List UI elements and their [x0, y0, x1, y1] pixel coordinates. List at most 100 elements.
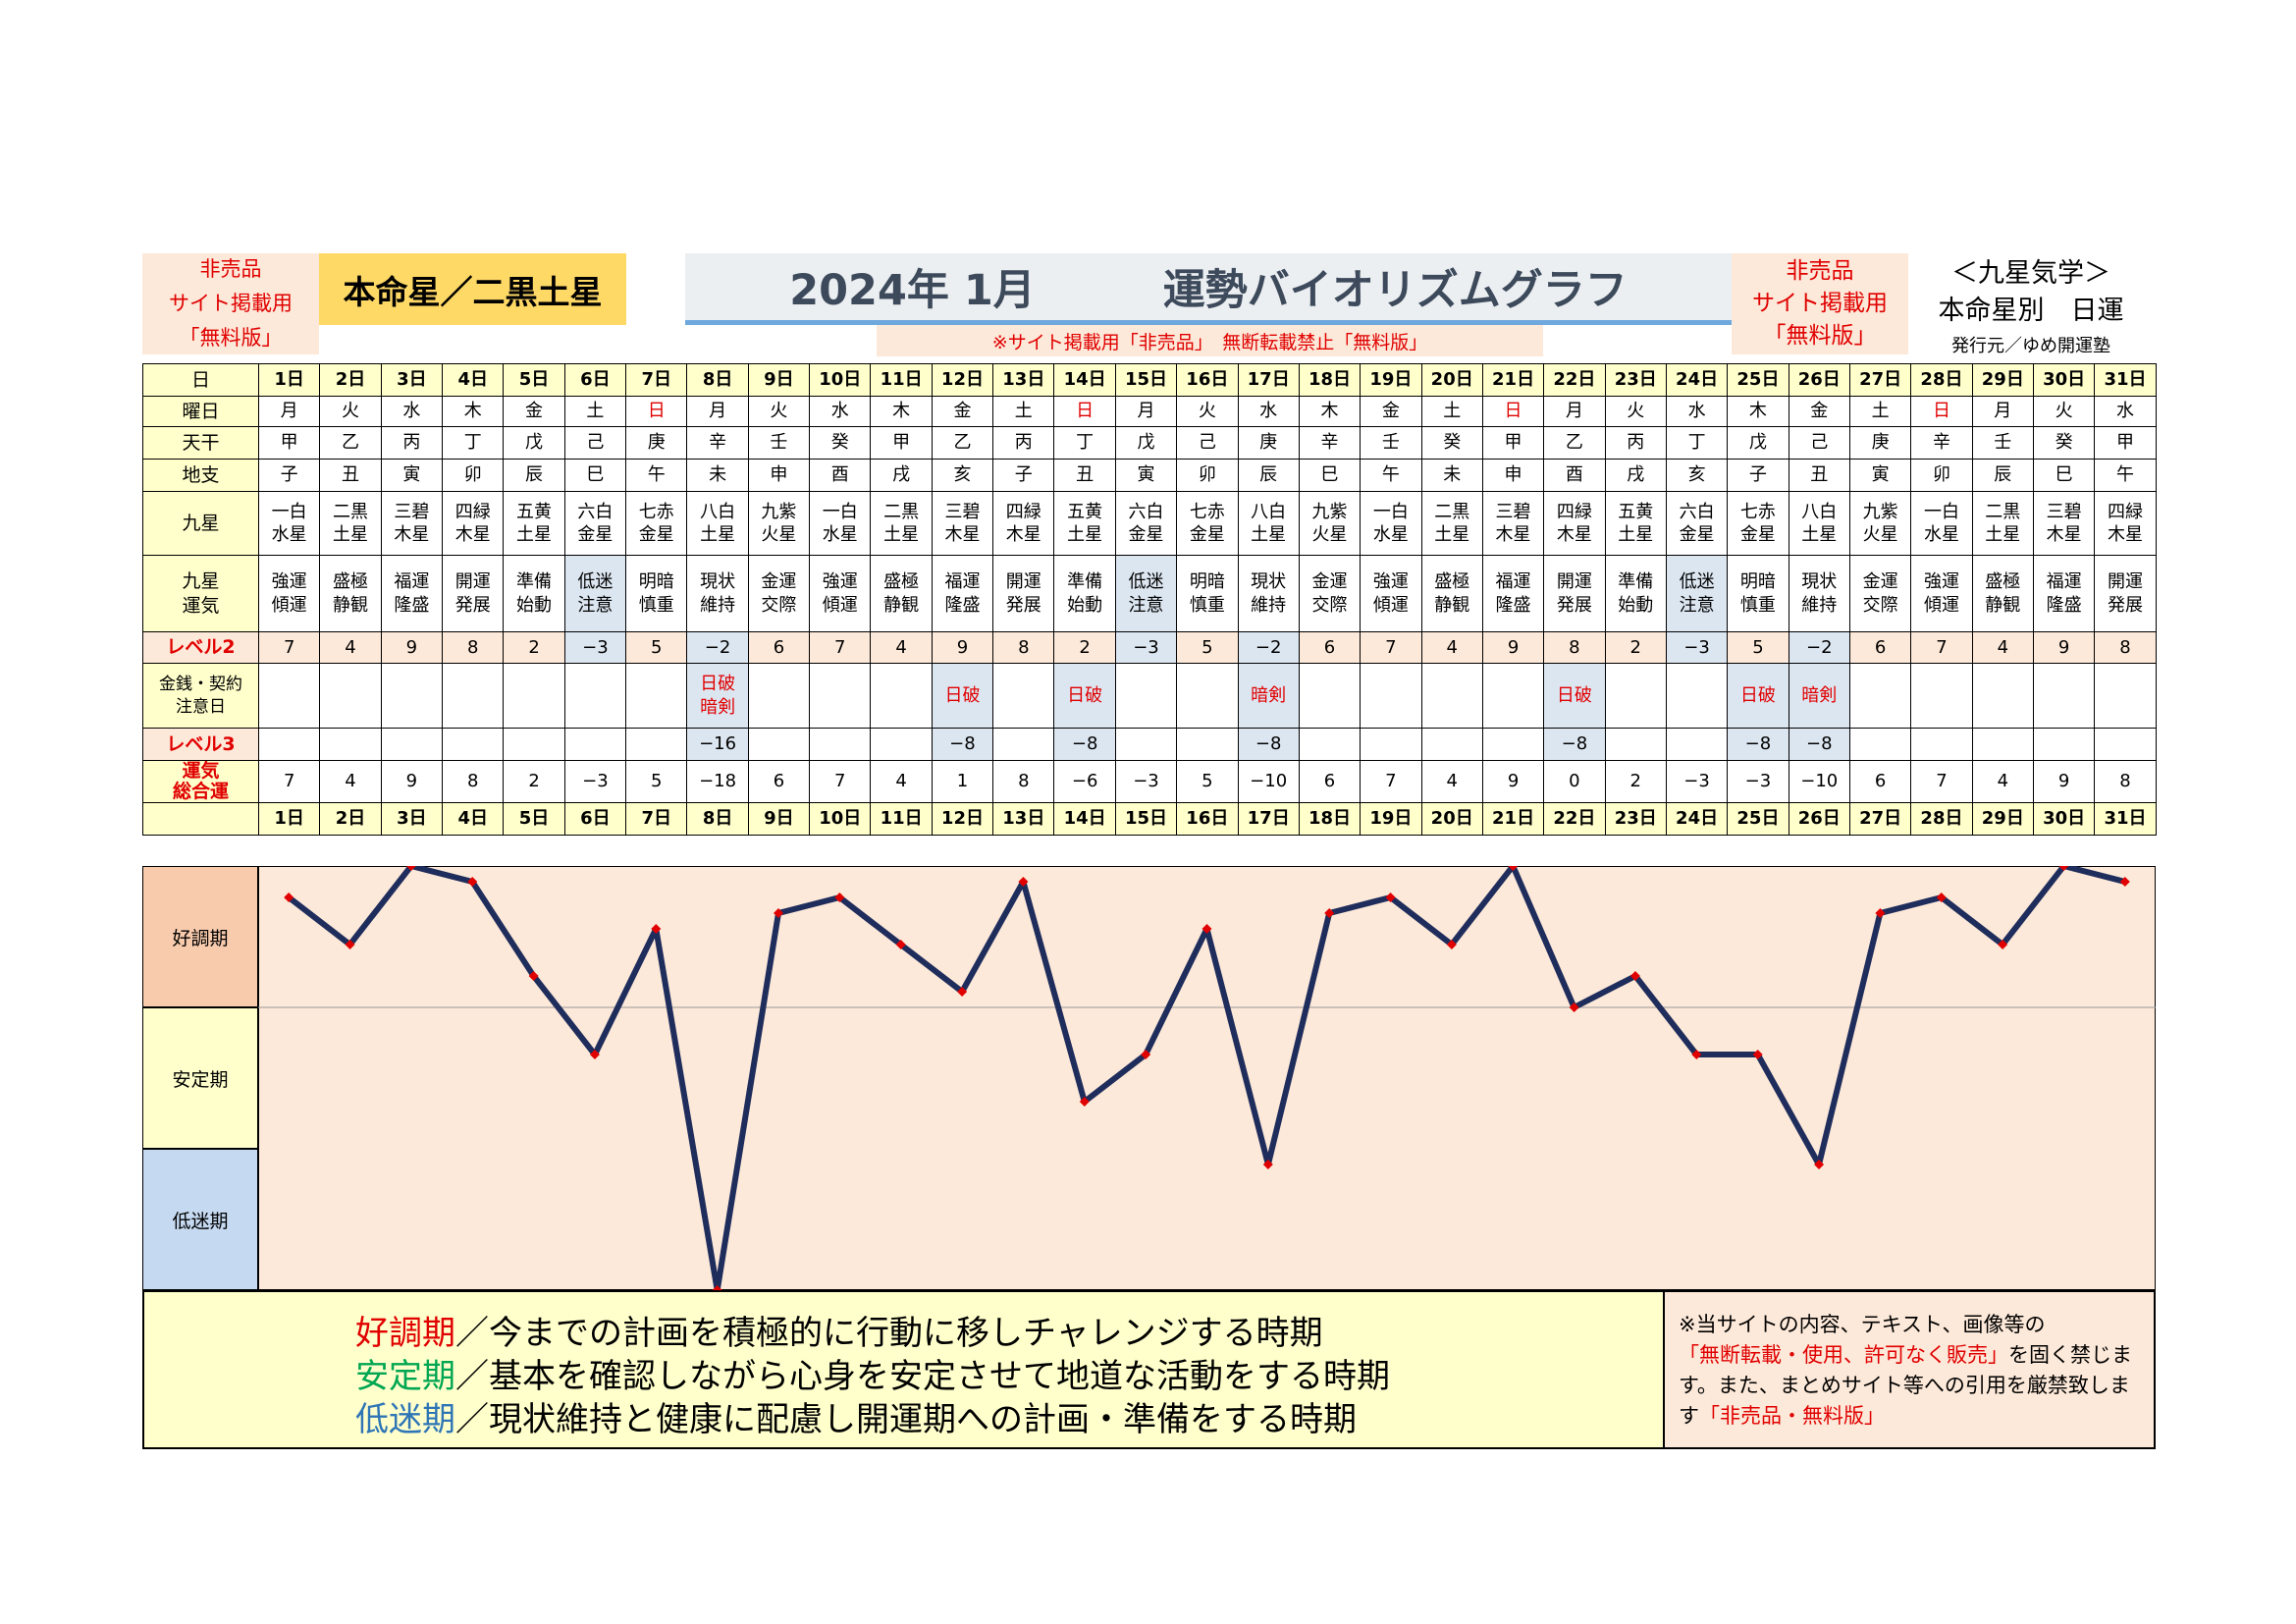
- caution-mark: 日破: [1067, 684, 1103, 706]
- cell-total: −10: [1237, 760, 1300, 803]
- cell-day2: 12日: [931, 801, 994, 836]
- cell-caution: [1481, 663, 1545, 729]
- cell-caution: [747, 663, 811, 729]
- cell-kyusei: 九紫 火星: [747, 491, 811, 556]
- cell-day: 11日: [870, 363, 933, 397]
- cell-weekday: 木: [442, 396, 505, 427]
- kyusei-line: 五黄: [516, 501, 553, 522]
- kyusei-line: 土星: [1434, 524, 1470, 545]
- cell-weekday: 火: [1176, 396, 1239, 427]
- unki-line: 維持: [700, 594, 736, 616]
- cell-caution: [2032, 663, 2096, 729]
- cell-level2: 2: [503, 631, 565, 664]
- zone-stable: 安定期: [142, 1007, 258, 1149]
- cell-unki: 開運 発展: [1543, 555, 1606, 632]
- kyusei-line: 金星: [638, 524, 674, 545]
- cell-level3: [992, 728, 1055, 761]
- unki-line: 傾運: [271, 594, 307, 616]
- unki-line: 慎重: [1189, 594, 1225, 616]
- kyusei-line: 金星: [1189, 524, 1225, 545]
- kyusei-line: 二黒: [1434, 501, 1470, 522]
- cell-level2: −2: [1237, 631, 1300, 664]
- unki-line: 傾運: [1372, 594, 1409, 616]
- unki-line: 現状: [700, 571, 736, 593]
- cell-day2: 6日: [563, 801, 627, 836]
- page-title: 2024年 1月 運勢バイオリズムグラフ: [685, 253, 1732, 325]
- cell-unki: 明暗 慎重: [1727, 555, 1789, 632]
- cell-weekday: 月: [686, 396, 749, 427]
- cell-caution: [1604, 663, 1667, 729]
- unki-line: 隆盛: [2046, 594, 2082, 616]
- caution-mark: 暗剣: [700, 696, 736, 718]
- unki-line: 始動: [1067, 594, 1103, 616]
- cell-caution: [992, 663, 1055, 729]
- cell-day2: 2日: [319, 801, 382, 836]
- sub-notice: ※サイト掲載用「非売品」 無断転載禁止「無料版」: [877, 325, 1543, 356]
- cell-tenkan: 庚: [1848, 426, 1912, 460]
- cell-kyusei: 八白 土星: [1788, 491, 1850, 556]
- caution-mark: 暗剣: [1801, 684, 1838, 706]
- cell-day2: 4日: [442, 801, 505, 836]
- caution-mark: 日破: [700, 674, 736, 695]
- kyusei-line: 一白: [1372, 501, 1409, 522]
- data-point: [2058, 866, 2069, 871]
- cell-tenkan: 庚: [1237, 426, 1300, 460]
- data-point: [1079, 1097, 1090, 1107]
- cell-weekday: 月: [257, 396, 321, 427]
- unki-line: 静観: [333, 594, 369, 616]
- kyusei-title: ＜九星気学＞ 本命星別 日運: [1908, 253, 2154, 332]
- unki-line: 福運: [394, 571, 430, 593]
- cell-day: 6日: [563, 363, 627, 397]
- cell-day2: 25日: [1727, 801, 1789, 836]
- unki-line: 維持: [1801, 594, 1838, 616]
- kyusei-line: 八白: [700, 501, 736, 522]
- unki-line: 金運: [1311, 571, 1348, 593]
- kyusei-line: 二黒: [883, 501, 920, 522]
- data-point: [1141, 1050, 1151, 1059]
- data-point: [405, 866, 416, 871]
- kyusei-line: 一白: [1923, 501, 1959, 522]
- cell-total: 9: [1481, 760, 1545, 803]
- row-label-weekday: 曜日: [142, 396, 259, 427]
- cell-total: 8: [2094, 760, 2157, 803]
- cell-kyusei: 九紫 火星: [1848, 491, 1912, 556]
- cell-tenkan: 甲: [2094, 426, 2157, 460]
- cell-total: 6: [1848, 760, 1912, 803]
- data-point: [1508, 866, 1519, 871]
- cell-chishi: 寅: [1848, 459, 1912, 492]
- unki-line: 維持: [1251, 594, 1287, 616]
- cell-level3: −8: [931, 728, 994, 761]
- cell-total: 5: [1176, 760, 1239, 803]
- cell-level2: 7: [1910, 631, 1973, 664]
- kyusei-line: 火星: [1862, 524, 1898, 545]
- unki-line: 盛極: [1434, 571, 1470, 593]
- row-label-day2: [142, 801, 259, 836]
- cell-total: 8: [442, 760, 505, 803]
- unki-line: 強運: [1923, 571, 1959, 593]
- cell-tenkan: 丁: [1053, 426, 1116, 460]
- kyusei-line: 七赤: [1189, 501, 1225, 522]
- data-point: [2119, 877, 2130, 887]
- kyusei-line: 九紫: [1311, 501, 1348, 522]
- cell-day2: 1日: [257, 801, 321, 836]
- cell-chishi: 丑: [1788, 459, 1850, 492]
- unki-line: 始動: [1618, 594, 1654, 616]
- cell-unki: 低迷 注意: [563, 555, 627, 632]
- note-text-1: ※当サイトの内容、テキスト、画像等の: [1679, 1313, 2046, 1336]
- cell-day: 10日: [809, 363, 872, 397]
- unki-line: 準備: [516, 571, 553, 593]
- unki-line: 盛極: [333, 571, 369, 593]
- row-label-total: 運気 総合運: [142, 760, 259, 803]
- cell-day2: 22日: [1543, 801, 1606, 836]
- cell-chishi: 酉: [1543, 459, 1606, 492]
- cell-unki: 強運 傾運: [809, 555, 872, 632]
- kyusei-line: 水星: [822, 524, 858, 545]
- unki-line: 発展: [2107, 594, 2143, 616]
- cell-kyusei: 四緑 木星: [992, 491, 1055, 556]
- cell-caution: [870, 663, 933, 729]
- cell-level2: 9: [931, 631, 994, 664]
- cell-weekday: 月: [1543, 396, 1606, 427]
- right-notice-line: 「無料版」: [1763, 323, 1877, 349]
- cell-chishi: 戌: [1604, 459, 1667, 492]
- unki-line: 傾運: [822, 594, 858, 616]
